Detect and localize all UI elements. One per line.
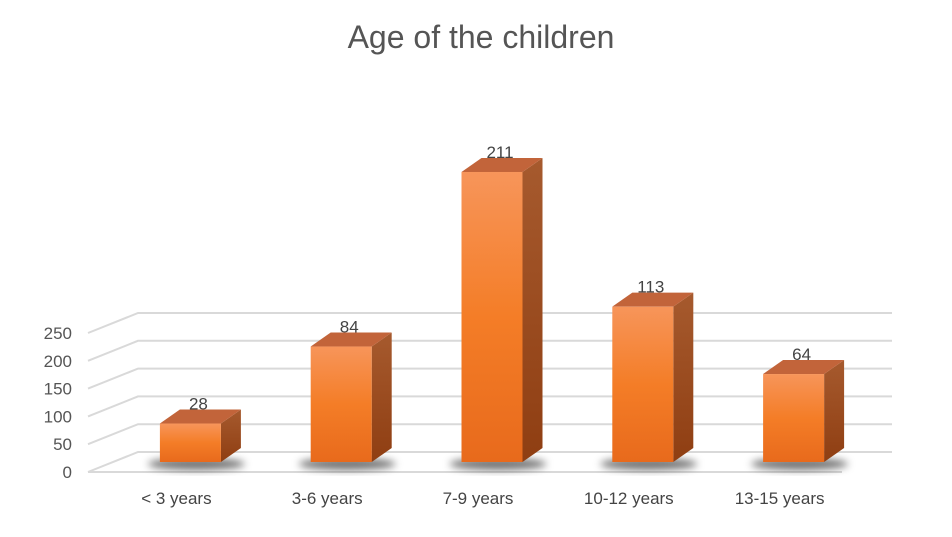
bar-front <box>763 374 825 462</box>
bar <box>159 409 241 462</box>
data-label: 28 <box>189 395 208 414</box>
data-label: 64 <box>792 345 811 364</box>
bars <box>159 157 845 462</box>
y-tick-label: 250 <box>44 324 72 343</box>
data-label: 84 <box>340 318 359 337</box>
bar-top <box>763 360 845 375</box>
x-tick-label: 3-6 years <box>292 489 363 508</box>
y-axis: 0 50 100 150 200 250 <box>44 324 72 482</box>
bar <box>763 360 845 462</box>
bar <box>310 332 392 462</box>
bar-side <box>673 292 694 462</box>
bar-side <box>371 332 392 462</box>
data-label: 211 <box>486 143 513 162</box>
bar-top <box>612 292 694 307</box>
x-tick-label: 7-9 years <box>443 489 514 508</box>
data-labels: 28 84 211 113 64 <box>189 143 811 414</box>
bar-side <box>824 360 845 462</box>
y-tick-label: 100 <box>44 407 72 426</box>
x-axis: < 3 years 3-6 years 7-9 years 10-12 years 13… <box>141 489 824 508</box>
y-tick-label: 150 <box>44 380 72 399</box>
bar-top <box>159 409 241 424</box>
data-label: 113 <box>637 278 664 297</box>
x-tick-label: 13-15 years <box>735 489 825 508</box>
bar-front <box>159 423 221 462</box>
bar-top <box>310 332 392 347</box>
x-tick-label: < 3 years <box>141 489 211 508</box>
bar-front <box>612 306 674 462</box>
x-tick-label: 10-12 years <box>584 489 674 508</box>
y-tick-label: 50 <box>53 435 72 454</box>
chart-title: Age of the children <box>348 19 615 55</box>
bar-front <box>461 171 523 462</box>
bar-top <box>461 157 543 172</box>
bar-side <box>522 157 543 462</box>
bar-side <box>220 409 241 462</box>
y-tick-label: 200 <box>44 352 72 371</box>
y-tick-label: 0 <box>63 463 72 482</box>
bar-front <box>310 346 372 462</box>
bar <box>461 157 543 462</box>
gridlines <box>87 312 892 473</box>
bar <box>612 292 694 462</box>
